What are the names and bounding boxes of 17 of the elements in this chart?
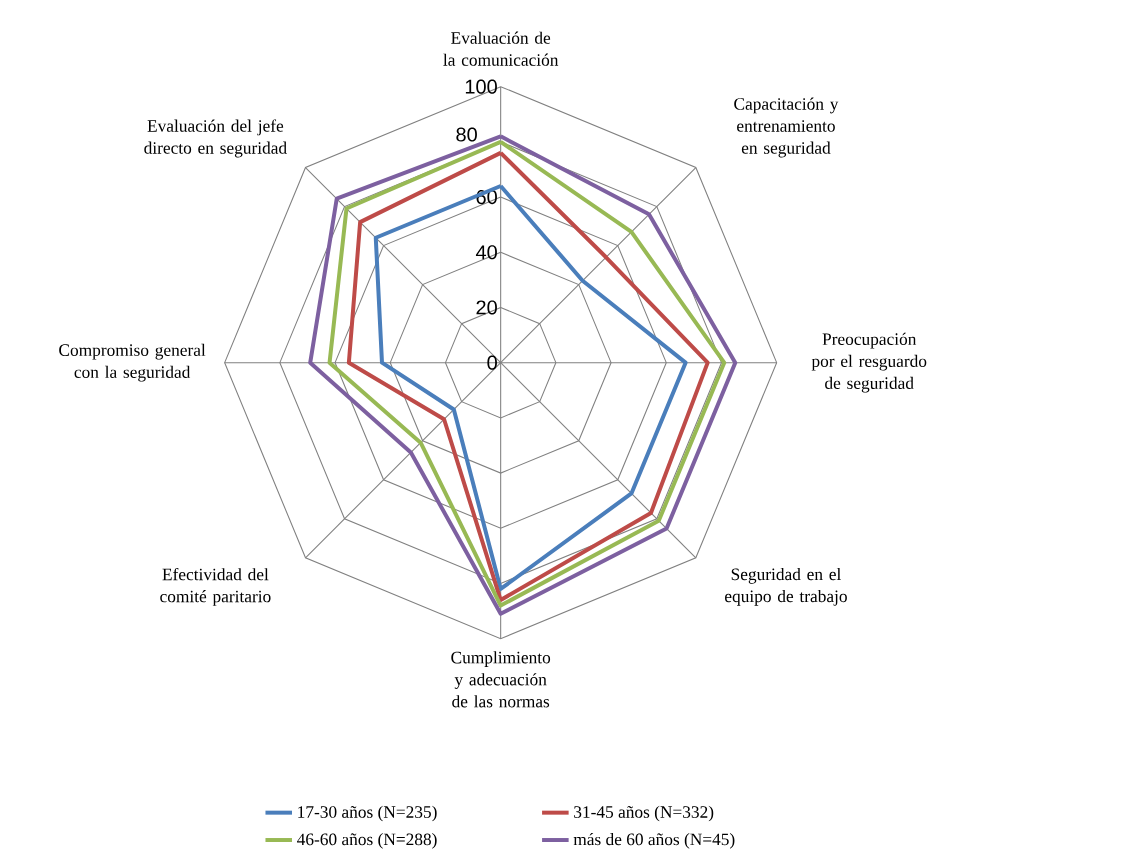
- spoke-label: Evaluación del jefe directo en seguridad: [144, 119, 287, 158]
- y-tick-label: 80: [456, 127, 477, 142]
- legend-label: 17-30 años (N=235): [298, 805, 437, 822]
- y-tick-label: 20: [476, 300, 497, 315]
- spoke-label: Preocupación por el resguardo de seguridad: [811, 332, 927, 393]
- legend-label: más de 60 años (N=45): [573, 833, 735, 849]
- y-tick-label: 100: [465, 79, 497, 94]
- legend-label: 31-45 años (N=332): [574, 805, 714, 822]
- spoke-label: Cumplimiento y adecuación de las normas: [451, 651, 551, 708]
- legend-label: 46-60 años (N=288): [297, 833, 437, 849]
- spoke-label: Capacitación y entrenamiento en seguridad: [734, 97, 839, 158]
- spoke-label: Compromiso general con la seguridad: [59, 343, 206, 382]
- y-tick-label: 40: [475, 245, 497, 260]
- spoke-label: Efectividad del comité paritario: [160, 567, 271, 606]
- spoke-label: Seguridad en el equipo de trabajo: [725, 567, 847, 606]
- y-tick-label: 0: [487, 355, 497, 370]
- spoke-label: Evaluación de la comunicación: [443, 31, 559, 66]
